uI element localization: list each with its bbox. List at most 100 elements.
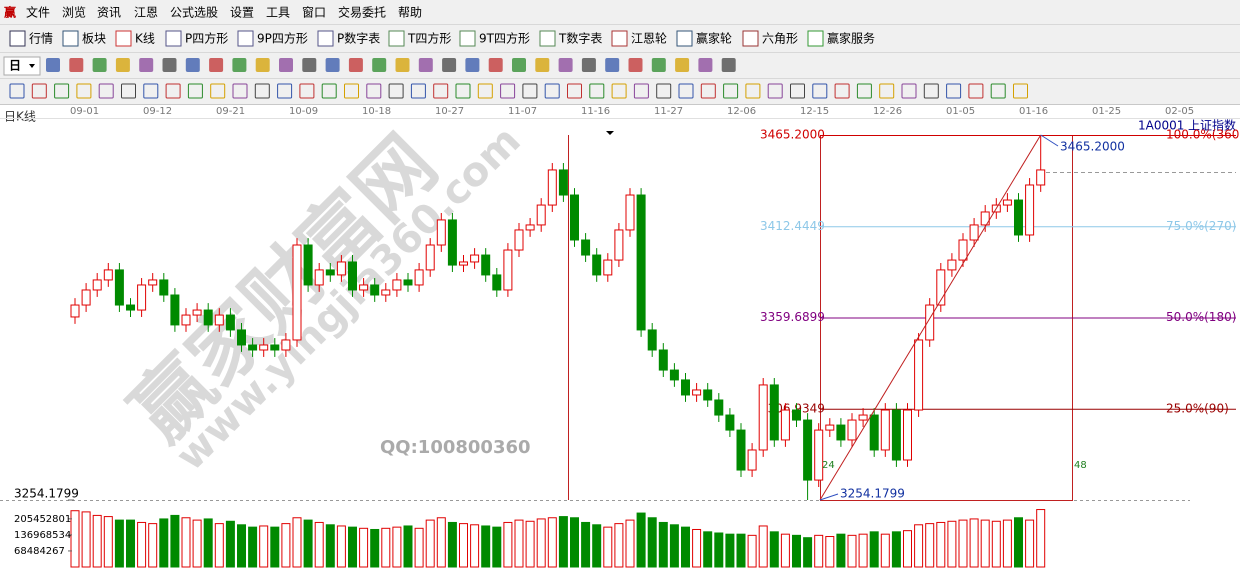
- toolbar-label[interactable]: P四方形: [185, 31, 228, 46]
- tool-icon[interactable]: [98, 83, 114, 99]
- toolbar-label[interactable]: 板块: [82, 32, 106, 46]
- toolbar-label[interactable]: 9T四方形: [479, 31, 530, 46]
- menu-item[interactable]: 交易委托: [338, 5, 386, 20]
- tool-icon[interactable]: [418, 58, 433, 72]
- tool-icon[interactable]: [589, 83, 605, 99]
- tool-icon[interactable]: [302, 58, 317, 72]
- tool-icon[interactable]: [698, 58, 713, 72]
- tool-icon[interactable]: [535, 58, 550, 72]
- tool-icon[interactable]: [232, 83, 248, 99]
- menu-item[interactable]: 文件: [26, 5, 50, 20]
- tool-icon[interactable]: [232, 58, 247, 72]
- tool-icon[interactable]: [790, 83, 805, 99]
- tool-icon[interactable]: [143, 83, 159, 99]
- tool-icon[interactable]: [187, 83, 203, 99]
- tool-icon[interactable]: [628, 58, 643, 72]
- toolbar-label[interactable]: 六角形: [762, 32, 798, 46]
- toolbar-icon[interactable]: [115, 30, 132, 47]
- tool-icon[interactable]: [834, 83, 850, 99]
- tool-icon[interactable]: [767, 83, 783, 99]
- toolbar-icon[interactable]: [807, 30, 824, 47]
- tool-icon[interactable]: [433, 83, 449, 99]
- tool-icon[interactable]: [567, 83, 582, 99]
- tool-icon[interactable]: [856, 83, 872, 99]
- tool-icon[interactable]: [901, 83, 917, 99]
- tool-icon[interactable]: [388, 83, 404, 99]
- toolbar-icon[interactable]: [9, 30, 26, 47]
- tool-icon[interactable]: [477, 83, 493, 99]
- menu-item[interactable]: 江恩: [134, 6, 158, 20]
- tool-icon[interactable]: [455, 83, 471, 99]
- tool-icon[interactable]: [9, 83, 25, 99]
- tool-icon[interactable]: [325, 58, 340, 72]
- tool-icon[interactable]: [581, 58, 596, 72]
- tool-icon[interactable]: [76, 83, 92, 99]
- toolbar-icon[interactable]: [388, 30, 405, 47]
- tool-icon[interactable]: [678, 83, 694, 99]
- tool-icon[interactable]: [544, 83, 560, 99]
- tool-icon[interactable]: [990, 83, 1006, 99]
- tool-icon[interactable]: [923, 83, 939, 99]
- toolbar-icon[interactable]: [165, 30, 182, 47]
- tool-icon[interactable]: [700, 83, 716, 99]
- period-label[interactable]: 日: [9, 59, 21, 73]
- tool-icon[interactable]: [605, 58, 620, 72]
- tool-icon[interactable]: [651, 58, 666, 72]
- toolbar-label[interactable]: T四方形: [407, 31, 451, 46]
- tool-icon[interactable]: [92, 58, 107, 72]
- toolbar-label[interactable]: P数字表: [337, 31, 380, 46]
- toolbar-label[interactable]: K线: [135, 32, 155, 46]
- tool-icon[interactable]: [366, 83, 382, 99]
- tool-icon[interactable]: [209, 58, 224, 72]
- tool-icon[interactable]: [968, 83, 984, 99]
- tool-icon[interactable]: [500, 83, 516, 99]
- tool-icon[interactable]: [946, 83, 962, 99]
- tool-icon[interactable]: [656, 83, 672, 99]
- toolbar-icon[interactable]: [676, 30, 693, 47]
- menu-item[interactable]: 工具: [266, 6, 290, 20]
- tool-icon[interactable]: [321, 83, 337, 99]
- tool-icon[interactable]: [31, 83, 47, 99]
- toolbar-label[interactable]: 赢家轮: [696, 31, 732, 46]
- tool-icon[interactable]: [721, 58, 736, 72]
- menu-item[interactable]: 资讯: [97, 6, 121, 20]
- toolbar-label[interactable]: 行情: [29, 32, 53, 46]
- tool-icon[interactable]: [299, 83, 315, 99]
- menu-item[interactable]: 公式选股: [170, 6, 218, 20]
- toolbar-label[interactable]: 9P四方形: [257, 31, 308, 46]
- menu-item[interactable]: 窗口: [302, 6, 326, 20]
- tool-icon[interactable]: [522, 83, 538, 99]
- tool-icon[interactable]: [54, 83, 70, 99]
- tool-icon[interactable]: [372, 58, 387, 72]
- tool-icon[interactable]: [465, 58, 480, 72]
- tool-icon[interactable]: [410, 83, 426, 99]
- tool-icon[interactable]: [139, 58, 154, 72]
- tool-icon[interactable]: [558, 58, 573, 72]
- toolbar-label[interactable]: 赢家服务: [827, 31, 875, 46]
- tool-icon[interactable]: [69, 58, 84, 72]
- period-select[interactable]: [3, 56, 41, 76]
- toolbar-icon[interactable]: [237, 30, 254, 47]
- tool-icon[interactable]: [879, 83, 895, 99]
- menu-item[interactable]: 浏览: [62, 5, 86, 20]
- toolbar-icon[interactable]: [317, 30, 334, 47]
- tool-icon[interactable]: [115, 58, 130, 72]
- tool-icon[interactable]: [812, 83, 828, 99]
- tool-icon[interactable]: [162, 58, 177, 72]
- tool-icon[interactable]: [344, 83, 359, 99]
- toolbar-label[interactable]: T数字表: [558, 31, 602, 46]
- tool-icon[interactable]: [1013, 83, 1028, 99]
- tool-icon[interactable]: [675, 58, 690, 72]
- toolbar-label[interactable]: 江恩轮: [631, 32, 667, 46]
- tool-icon[interactable]: [46, 58, 60, 72]
- tool-icon[interactable]: [348, 58, 363, 72]
- tool-icon[interactable]: [442, 58, 457, 72]
- tool-icon[interactable]: [277, 83, 293, 99]
- tool-icon[interactable]: [488, 58, 503, 72]
- tool-icon[interactable]: [165, 83, 181, 99]
- tool-icon[interactable]: [254, 83, 270, 99]
- tool-icon[interactable]: [512, 58, 526, 72]
- tool-icon[interactable]: [255, 58, 270, 72]
- toolbar-icon[interactable]: [62, 30, 79, 47]
- tool-icon[interactable]: [633, 83, 649, 99]
